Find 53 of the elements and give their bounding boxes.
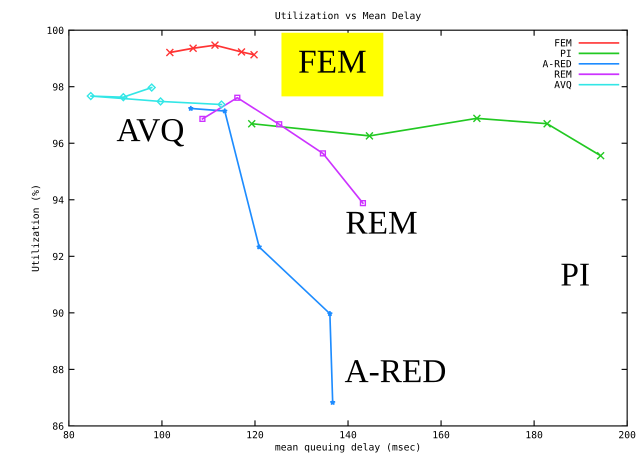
x-tick-label: 180 [526,431,542,438]
point [148,83,156,92]
point [166,48,174,57]
point [86,92,95,100]
point [250,50,258,59]
y-tick-label: 94 [52,196,64,204]
y-tick-label: 86 [52,422,64,430]
x-tick-label: 80 [64,431,74,438]
point [119,93,128,102]
annotation: FEM [299,50,366,73]
point [330,399,336,406]
point [188,105,194,112]
x-tick-label: 140 [340,431,356,438]
y-tick-label: 98 [52,83,64,91]
point [234,94,240,101]
point [276,121,282,128]
y-tick-label: 100 [48,26,64,34]
legend-label: REM [554,70,572,78]
x-axis-title: mean queuing delay (msec) [275,443,420,453]
annotation: PI [561,264,589,286]
x-tick-label: 100 [154,431,170,438]
y-axis-title: Utilization (%) [31,186,40,272]
point [217,100,226,109]
point [188,44,198,52]
point [596,152,605,160]
y-tick-label: 96 [52,140,64,148]
legend-label: PI [560,50,571,57]
x-tick-label: 200 [619,431,636,438]
legend-label: AVQ [554,80,572,90]
y-tick-label: 92 [52,252,64,260]
x-tick-label: 160 [433,431,450,438]
point [222,108,228,114]
point [237,48,246,56]
point [248,120,256,128]
point [156,97,165,106]
point [320,150,326,157]
annotation: REM [346,212,417,234]
point [199,116,206,122]
point [256,244,262,250]
annotation: A-RED [344,360,446,382]
y-tick-label: 90 [52,309,64,317]
legend-label: FEM [555,39,572,46]
chart-title: Utilization vs Mean Delay [276,12,421,22]
point [326,310,333,316]
point [542,120,552,128]
point [365,132,374,140]
point [472,114,482,123]
annotation: AVQ [116,119,184,146]
point [210,40,220,50]
y-tick-label: 88 [52,366,64,374]
point [360,200,366,206]
x-tick-label: 120 [247,431,264,438]
legend-label: A-RED [542,60,572,68]
